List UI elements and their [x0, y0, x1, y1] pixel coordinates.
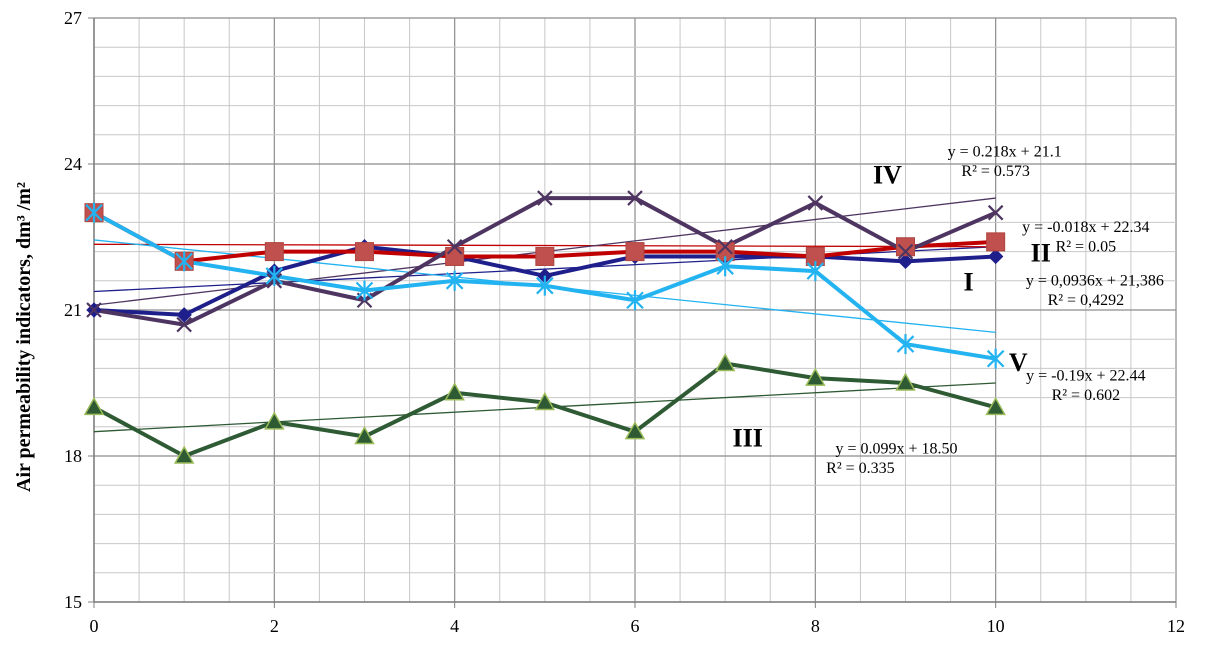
data-point-iii — [714, 353, 736, 372]
data-point-v — [85, 202, 103, 223]
annotation-eq-i-1: y = 0,0936x + 21,386 — [1026, 273, 1164, 290]
y-tick-label: 18 — [64, 446, 82, 466]
data-point-iv — [446, 238, 463, 255]
annotation-eq-iv-2: R² = 0.573 — [961, 163, 1030, 180]
trendline-ii — [93, 243, 996, 248]
x-tick-label: 6 — [631, 616, 640, 636]
data-point-iv — [86, 302, 102, 318]
data-point-iv — [987, 204, 1004, 221]
annotation-eq-iii-1: y = 0.099x + 18.50 — [835, 441, 957, 458]
data-point-iv — [537, 190, 553, 206]
data-point-v — [716, 256, 734, 277]
data-point-iii — [444, 382, 465, 401]
data-point-v — [445, 270, 464, 291]
data-point-iii — [354, 426, 375, 445]
annotation-eq-ii-1: y = -0.018x + 22.34 — [1022, 219, 1149, 236]
data-point-i — [897, 253, 914, 270]
data-point-v — [175, 251, 193, 272]
data-point-v — [806, 261, 825, 282]
data-point-iii — [173, 445, 195, 464]
annotation-lbl-iii: III — [733, 423, 763, 452]
data-point-v — [265, 265, 284, 286]
data-point-i — [987, 248, 1004, 265]
y-tick-label: 24 — [64, 154, 82, 174]
data-point-v — [896, 334, 915, 355]
data-point-iii — [83, 396, 105, 416]
y-axis-title: Air permeability indicators, dm³ /m² — [13, 182, 35, 492]
x-tick-label: 10 — [987, 616, 1005, 636]
annotation-lbl-v: V — [1009, 348, 1028, 377]
annotation-eq-ii-2: R² = 0.05 — [1056, 239, 1117, 256]
annotation-eq-v-1: y = -0.19x + 22.44 — [1026, 368, 1145, 385]
y-tick-label: 21 — [64, 300, 82, 320]
data-point-iv — [717, 238, 733, 255]
x-tick-label: 0 — [90, 616, 99, 636]
annotation-eq-iv-1: y = 0.218x + 21.1 — [948, 144, 1062, 161]
data-point-ii — [986, 232, 1006, 252]
data-point-ii — [535, 246, 555, 266]
data-point-ii — [264, 242, 284, 262]
y-tick-label: 15 — [64, 592, 82, 612]
data-point-ii — [896, 237, 915, 257]
data-markers — [83, 190, 1006, 464]
data-point-iii — [264, 411, 285, 430]
annotation-lbl-ii: II — [1031, 238, 1051, 267]
data-point-iv — [807, 195, 824, 211]
x-tick-label: 2 — [270, 616, 279, 636]
y-tick-label: 27 — [64, 8, 82, 28]
annotation-eq-iii-2: R² = 0.335 — [826, 460, 895, 477]
data-point-iv — [897, 243, 914, 260]
data-point-iv — [176, 316, 192, 333]
annotation-lbl-iv: IV — [873, 160, 902, 189]
data-point-iii — [624, 421, 646, 440]
data-point-v — [536, 275, 554, 296]
annotation-eq-i-2: R² = 0,4292 — [1048, 292, 1125, 309]
annotation-eq-v-2: R² = 0.602 — [1052, 387, 1121, 404]
data-point-v — [986, 348, 1005, 369]
x-tick-label: 8 — [811, 616, 820, 636]
data-point-ii — [355, 242, 374, 262]
data-point-v — [626, 290, 644, 311]
data-point-ii — [625, 242, 645, 262]
annotation-lbl-i: I — [964, 268, 974, 297]
data-point-i — [176, 307, 192, 323]
x-tick-label: 12 — [1167, 616, 1185, 636]
data-point-iii — [895, 372, 916, 391]
x-tick-label: 4 — [450, 616, 459, 636]
data-point-v — [355, 280, 374, 301]
data-point-iii — [805, 367, 826, 386]
data-point-iii — [985, 396, 1006, 416]
data-point-iv — [627, 190, 643, 206]
data-point-ii — [445, 246, 465, 266]
data-point-iii — [534, 391, 556, 411]
